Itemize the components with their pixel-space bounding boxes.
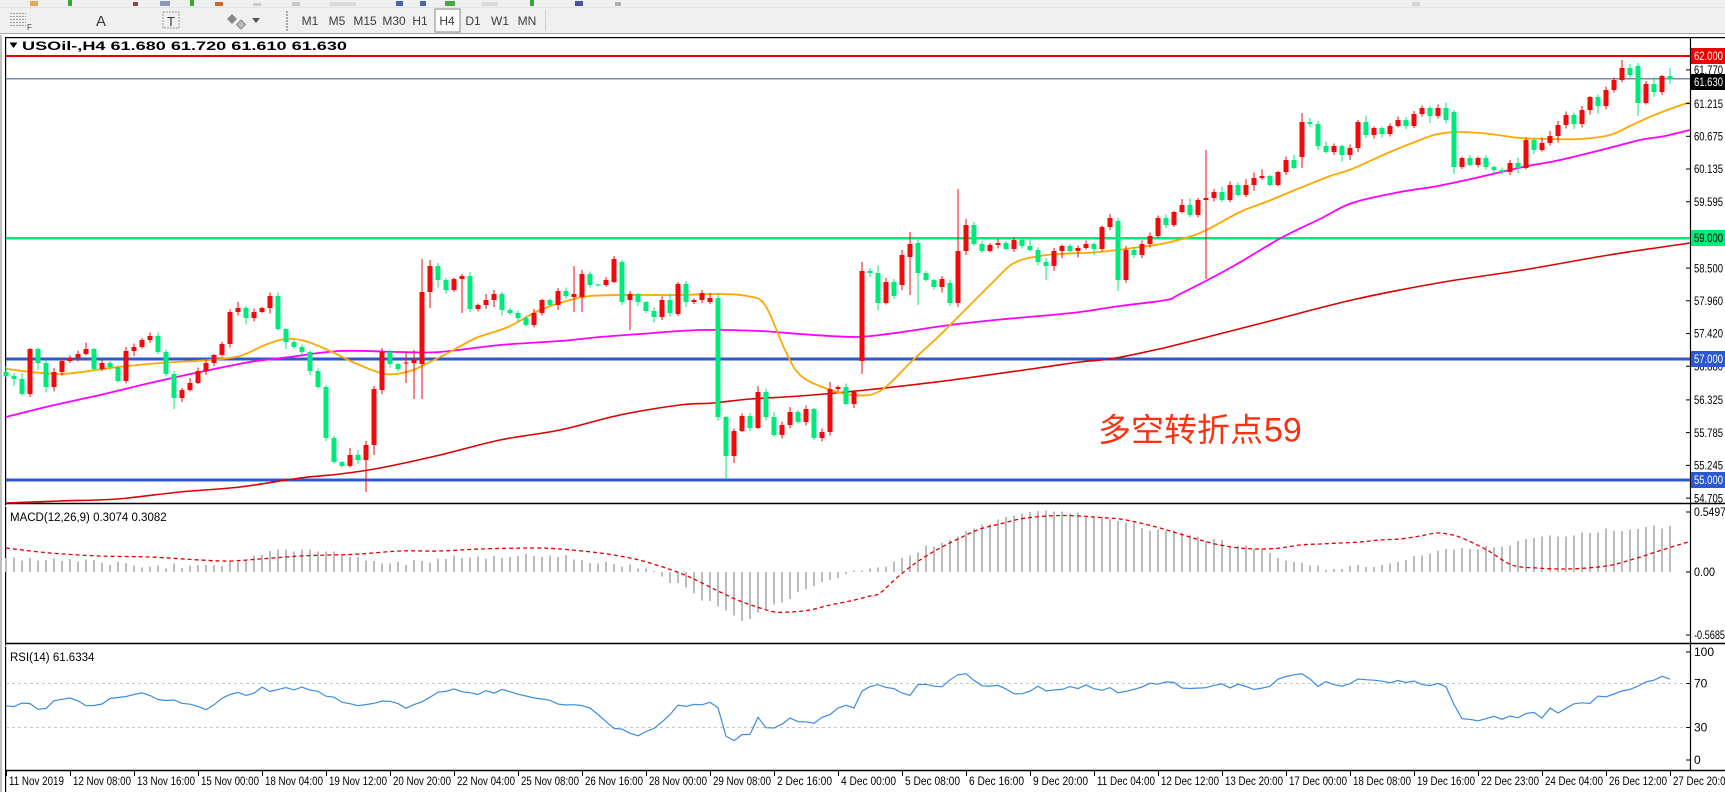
svg-text:D1: D1 <box>465 14 481 28</box>
svg-text:26 Dec 12:00: 26 Dec 12:00 <box>1609 776 1667 788</box>
svg-text:30: 30 <box>1694 721 1708 735</box>
svg-text:57.420: 57.420 <box>1694 327 1723 341</box>
svg-text:2 Dec 16:00: 2 Dec 16:00 <box>777 776 832 788</box>
svg-text:-0.5685: -0.5685 <box>1694 628 1725 642</box>
svg-text:62.000: 62.000 <box>1694 49 1723 63</box>
svg-text:M30: M30 <box>382 14 406 28</box>
svg-text:13 Dec 20:00: 13 Dec 20:00 <box>1225 776 1283 788</box>
svg-text:58.500: 58.500 <box>1694 261 1723 275</box>
svg-text:59: 59 <box>1264 412 1302 450</box>
svg-text:24 Dec 04:00: 24 Dec 04:00 <box>1545 776 1603 788</box>
svg-text:W1: W1 <box>491 14 509 28</box>
svg-text:M1: M1 <box>302 14 319 28</box>
svg-text:12 Dec 12:00: 12 Dec 12:00 <box>1161 776 1219 788</box>
svg-text:M5: M5 <box>329 14 346 28</box>
svg-text:19 Dec 16:00: 19 Dec 16:00 <box>1417 776 1475 788</box>
svg-text:5 Dec 08:00: 5 Dec 08:00 <box>905 776 960 788</box>
svg-text:19 Nov 12:00: 19 Nov 12:00 <box>329 776 387 788</box>
svg-text:18 Nov 04:00: 18 Nov 04:00 <box>265 776 323 788</box>
svg-text:55.785: 55.785 <box>1694 426 1723 440</box>
svg-text:13 Nov 16:00: 13 Nov 16:00 <box>137 776 195 788</box>
svg-text:M15: M15 <box>353 14 377 28</box>
svg-text:11 Dec 04:00: 11 Dec 04:00 <box>1097 776 1155 788</box>
svg-text:57.960: 57.960 <box>1694 294 1723 308</box>
svg-text:USOil-,H4 61.680 61.720 61.61: USOil-,H4 61.680 61.720 61.610 61.630 <box>22 39 347 53</box>
svg-text:H4: H4 <box>439 14 455 28</box>
svg-text:55.000: 55.000 <box>1694 473 1723 487</box>
svg-text:27 Dec 20:00: 27 Dec 20:00 <box>1673 776 1725 788</box>
svg-text:0: 0 <box>1694 753 1701 767</box>
svg-text:61.630: 61.630 <box>1694 75 1723 89</box>
svg-text:59.000: 59.000 <box>1694 231 1723 245</box>
svg-text:61.770: 61.770 <box>1694 63 1723 77</box>
svg-text:60.135: 60.135 <box>1694 162 1723 176</box>
svg-text:4 Dec 00:00: 4 Dec 00:00 <box>841 776 896 788</box>
svg-text:RSI(14) 61.6334: RSI(14) 61.6334 <box>10 652 95 664</box>
svg-text:22 Nov 04:00: 22 Nov 04:00 <box>457 776 515 788</box>
svg-text:57.000: 57.000 <box>1694 352 1723 366</box>
svg-text:0.5497: 0.5497 <box>1694 505 1725 519</box>
svg-text:28 Nov 00:00: 28 Nov 00:00 <box>649 776 707 788</box>
svg-text:54.705: 54.705 <box>1694 491 1723 505</box>
svg-text:55.245: 55.245 <box>1694 459 1723 473</box>
svg-text:25 Nov 08:00: 25 Nov 08:00 <box>521 776 579 788</box>
svg-text:56.325: 56.325 <box>1694 393 1723 407</box>
svg-text:100: 100 <box>1694 645 1714 659</box>
svg-text:20 Nov 20:00: 20 Nov 20:00 <box>393 776 451 788</box>
svg-text:26 Nov 16:00: 26 Nov 16:00 <box>585 776 643 788</box>
svg-text:15 Nov 00:00: 15 Nov 00:00 <box>201 776 259 788</box>
svg-text:70: 70 <box>1694 677 1708 691</box>
svg-text:22 Dec 23:00: 22 Dec 23:00 <box>1481 776 1539 788</box>
svg-text:29 Nov 08:00: 29 Nov 08:00 <box>713 776 771 788</box>
svg-text:MN: MN <box>518 14 537 28</box>
svg-text:MACD(12,26,9) 0.3074 0.3082: MACD(12,26,9) 0.3074 0.3082 <box>10 512 167 524</box>
svg-text:6 Dec 16:00: 6 Dec 16:00 <box>969 776 1024 788</box>
svg-text:F: F <box>27 23 32 32</box>
svg-text:59.595: 59.595 <box>1694 195 1723 209</box>
svg-text:H1: H1 <box>412 14 428 28</box>
svg-text:A: A <box>96 13 106 30</box>
svg-text:12 Nov 08:00: 12 Nov 08:00 <box>73 776 131 788</box>
svg-text:11 Nov 2019: 11 Nov 2019 <box>9 776 64 788</box>
svg-text:60.675: 60.675 <box>1694 130 1723 144</box>
svg-text:9 Dec 20:00: 9 Dec 20:00 <box>1033 776 1088 788</box>
svg-text:17 Dec 00:00: 17 Dec 00:00 <box>1289 776 1347 788</box>
svg-text:61.215: 61.215 <box>1694 97 1723 111</box>
svg-text:0.00: 0.00 <box>1694 565 1715 579</box>
svg-text:T: T <box>167 14 175 29</box>
svg-text:18 Dec 08:00: 18 Dec 08:00 <box>1353 776 1411 788</box>
